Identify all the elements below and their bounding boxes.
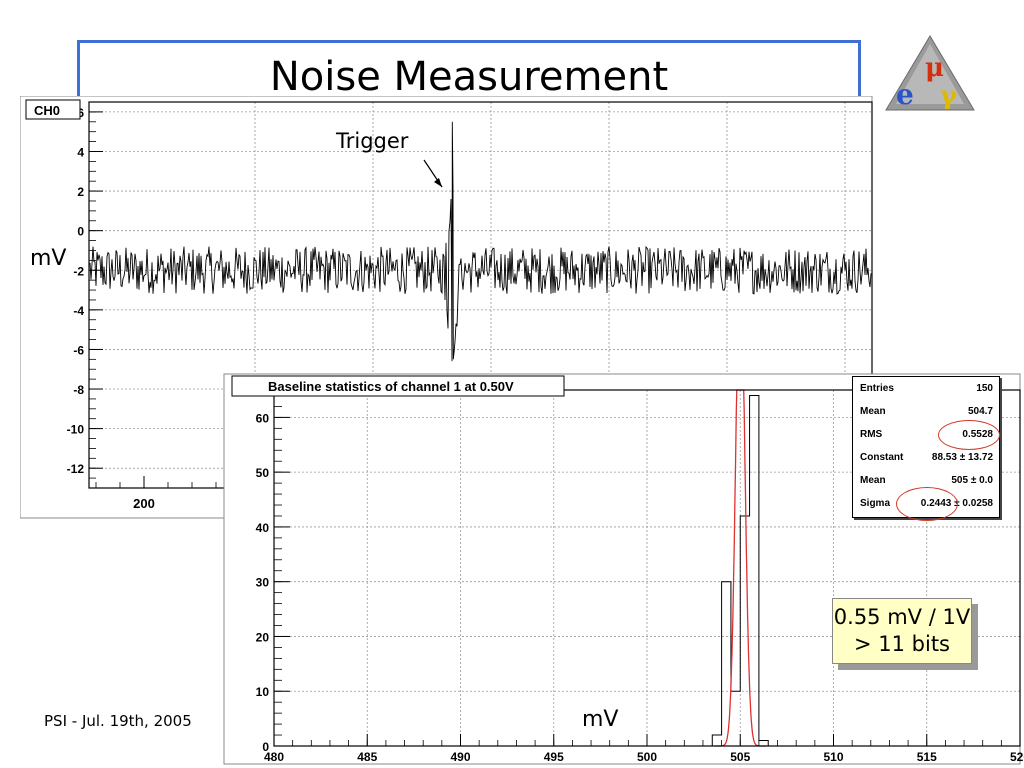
sigma-highlight-circle [896,487,958,521]
trigger-arrowhead [434,178,442,187]
slide-footer: PSI - Jul. 19th, 2005 [44,712,192,730]
slide-title: Noise Measurement [269,54,669,100]
histogram-y-axis: 0 10 20 30 40 50 60 [256,395,290,754]
waveform-x-axis: 200 [95,476,217,511]
stats-row: Mean 505 ± 0.0 [860,475,993,491]
histogram-ytick-label: 10 [256,685,270,699]
waveform-xtick-label: 200 [133,496,155,511]
histogram-ytick-label: 30 [256,576,270,590]
stats-key: Sigma [860,498,891,509]
histogram-outline [711,394,769,746]
stats-key: Mean [860,406,886,417]
histogram-xtick-label: 495 [544,750,564,764]
histogram-ytick-label: 50 [256,466,270,480]
histogram-ytick-label: 60 [256,411,270,425]
stats-key: Constant [860,452,904,463]
waveform-ytick-label: 4 [77,145,84,159]
waveform-ytick-label: -2 [73,264,84,278]
stats-value: 88.53 ± 13.72 [931,452,993,463]
stats-key: Mean [860,475,886,486]
histogram-xtick-label: 480 [264,750,284,764]
rms-highlight-circle [938,420,1000,450]
trigger-label: Trigger [336,129,409,153]
histogram-ytick-label: 0 [262,740,269,754]
histogram-unit-label: mV [582,707,619,732]
waveform-ytick-label: 2 [77,185,84,199]
stats-row: Entries 150 [860,383,993,399]
stats-key: Entries [860,383,894,394]
stats-value: 505 ± 0.0 [951,475,993,486]
histogram-xtick-label: 485 [357,750,377,764]
stats-value: 150 [976,383,993,394]
waveform-y-axis: -12 -10 -8 -6 -4 -2 0 2 4 6 [67,101,103,489]
histogram-xtick-label: 490 [450,750,470,764]
resolution-callout: 0.55 mV / 1V > 11 bits [832,598,972,664]
waveform-trace [89,121,872,362]
stats-value: 504.7 [967,406,993,417]
histogram-xtick-label: 505 [730,750,750,764]
waveform-ytick-label: -6 [73,343,84,357]
logo-mu: μ [925,53,944,83]
waveform-unit-label: mV [30,246,67,271]
waveform-ytick-label: -4 [73,304,84,318]
experiment-logo: μ e γ [885,35,975,111]
logo-e: e [896,78,914,111]
histogram-x-axis: 480 485 490 495 500 505 510 515 520 [264,734,1024,764]
title-frame: Noise Measurement [77,40,861,100]
waveform-ytick-label: -12 [67,462,85,476]
waveform-ytick-label: 0 [77,225,84,239]
waveform-ytick-label: 6 [77,106,84,120]
logo-gamma: γ [940,81,958,111]
histogram-xtick-label: 515 [917,750,937,764]
waveform-ytick-label: -10 [67,423,85,437]
histogram-ytick-label: 20 [256,630,270,644]
histogram-xtick-label: 510 [823,750,843,764]
waveform-ytick-label: -8 [73,383,84,397]
callout-line-2: > 11 bits [853,632,950,656]
histogram-ytick-label: 40 [256,521,270,535]
callout-line-1: 0.55 mV / 1V [833,605,971,629]
stats-row: Constant 88.53 ± 13.72 [860,452,993,468]
histogram-xtick-label: 500 [637,750,657,764]
stats-key: RMS [860,429,883,440]
histogram-xtick-label: 520 [1010,750,1024,764]
histogram-title: Baseline statistics of channel 1 at 0.50… [268,379,514,394]
histogram-bars [711,394,769,746]
waveform-title: CH0 [34,103,60,118]
stats-row: Mean 504.7 [860,406,993,422]
